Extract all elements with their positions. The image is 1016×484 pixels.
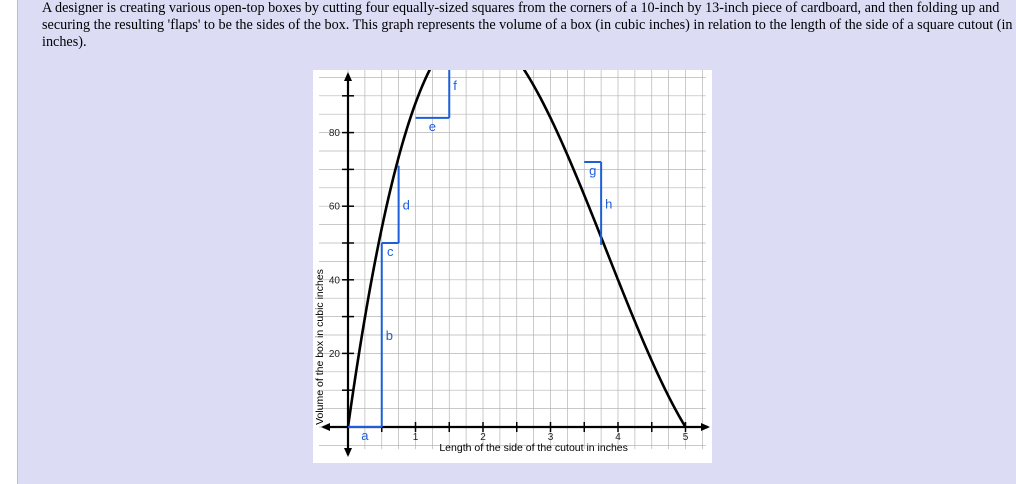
segment-label-g: g — [589, 163, 596, 178]
y-axis-up-arrow — [344, 72, 352, 81]
y-tick-label: 60 — [329, 202, 341, 213]
segment-label-h: h — [605, 196, 612, 211]
chart-labels: 2040608010012345(1.86, 108.4)abcdefghLen… — [314, 78, 689, 454]
x-axis-title: Length of the side of the cutout in inch… — [439, 442, 628, 454]
x-tick-label: 1 — [413, 432, 419, 443]
y-axis-down-arrow — [344, 448, 352, 457]
x-axis-left-arrow — [321, 423, 330, 431]
x-tick-label: 2 — [480, 432, 486, 443]
segment-label-b: b — [386, 328, 393, 343]
segment-label-c: c — [387, 244, 394, 259]
x-tick-label: 5 — [683, 432, 689, 443]
question-text: A designer is creating various open-top … — [42, 0, 1013, 50]
volume-curve-group — [346, 70, 687, 428]
chart-axes — [321, 72, 710, 457]
y-axis-title: Volume of the box in cubic inches — [314, 269, 326, 425]
step-segments — [348, 70, 603, 428]
x-tick-label: 4 — [615, 432, 621, 443]
segment-label-a: a — [361, 428, 369, 443]
y-tick-label: 80 — [329, 128, 341, 139]
x-axis-right-arrow — [701, 423, 710, 431]
segment-label-d: d — [403, 197, 410, 212]
segment-label-f: f — [453, 78, 457, 93]
chart-grid — [319, 70, 706, 450]
volume-curve — [346, 70, 687, 428]
volume-chart: 2040608010012345(1.86, 108.4)abcdefghLen… — [314, 70, 710, 457]
y-tick-label: 20 — [329, 349, 341, 360]
x-tick-label: 3 — [548, 432, 554, 443]
y-tick-label: 40 — [329, 275, 341, 286]
chart-container: 2040608010012345(1.86, 108.4)abcdefghLen… — [313, 70, 712, 463]
segment-label-e: e — [429, 119, 436, 134]
